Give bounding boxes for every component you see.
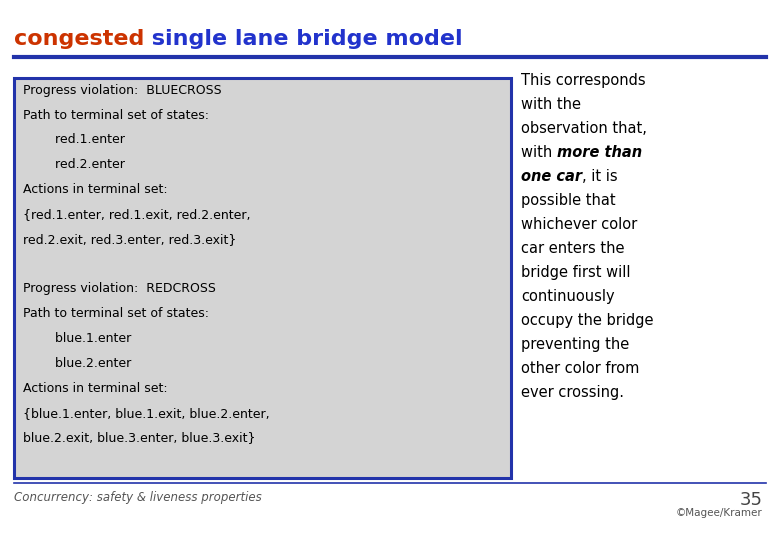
Text: , it is: , it is [582,169,618,184]
Text: ever crossing.: ever crossing. [521,386,624,400]
Text: preventing the: preventing the [521,337,629,352]
Text: continuously: continuously [521,289,615,304]
Text: blue.2.exit, blue.3.enter, blue.3.exit}: blue.2.exit, blue.3.enter, blue.3.exit} [23,431,256,444]
Text: congested: congested [14,29,144,49]
Text: Actions in terminal set:: Actions in terminal set: [23,382,168,395]
Text: 35: 35 [740,491,763,509]
Text: more than: more than [557,145,642,160]
Text: blue.1.enter: blue.1.enter [23,332,132,345]
Text: blue.2.enter: blue.2.enter [23,357,132,370]
Text: {blue.1.enter, blue.1.exit, blue.2.enter,: {blue.1.enter, blue.1.exit, blue.2.enter… [23,407,270,420]
Text: Path to terminal set of states:: Path to terminal set of states: [23,109,209,122]
Text: single lane bridge model: single lane bridge model [144,29,463,49]
Text: other color from: other color from [521,361,640,376]
FancyBboxPatch shape [14,78,511,478]
Text: Path to terminal set of states:: Path to terminal set of states: [23,307,209,320]
Text: possible that: possible that [521,193,615,208]
Text: This corresponds: This corresponds [521,73,646,88]
Text: {red.1.enter, red.1.exit, red.2.enter,: {red.1.enter, red.1.exit, red.2.enter, [23,208,251,221]
Text: observation that,: observation that, [521,121,647,136]
Text: one car: one car [521,169,582,184]
Text: with: with [521,145,557,160]
Text: red.2.enter: red.2.enter [23,158,126,171]
Text: occupy the bridge: occupy the bridge [521,313,654,328]
Text: bridge first will: bridge first will [521,265,630,280]
Text: Concurrency: safety & liveness properties: Concurrency: safety & liveness propertie… [14,491,262,504]
Text: ©Magee/Kramer: ©Magee/Kramer [676,508,763,518]
Text: red.1.enter: red.1.enter [23,133,126,146]
Text: Actions in terminal set:: Actions in terminal set: [23,183,168,196]
Text: whichever color: whichever color [521,217,637,232]
Text: car enters the: car enters the [521,241,625,256]
Text: red.2.exit, red.3.enter, red.3.exit}: red.2.exit, red.3.enter, red.3.exit} [23,233,237,246]
Text: with the: with the [521,97,581,112]
Text: Progress violation:  BLUECROSS: Progress violation: BLUECROSS [23,84,222,97]
Text: Progress violation:  REDCROSS: Progress violation: REDCROSS [23,282,216,295]
